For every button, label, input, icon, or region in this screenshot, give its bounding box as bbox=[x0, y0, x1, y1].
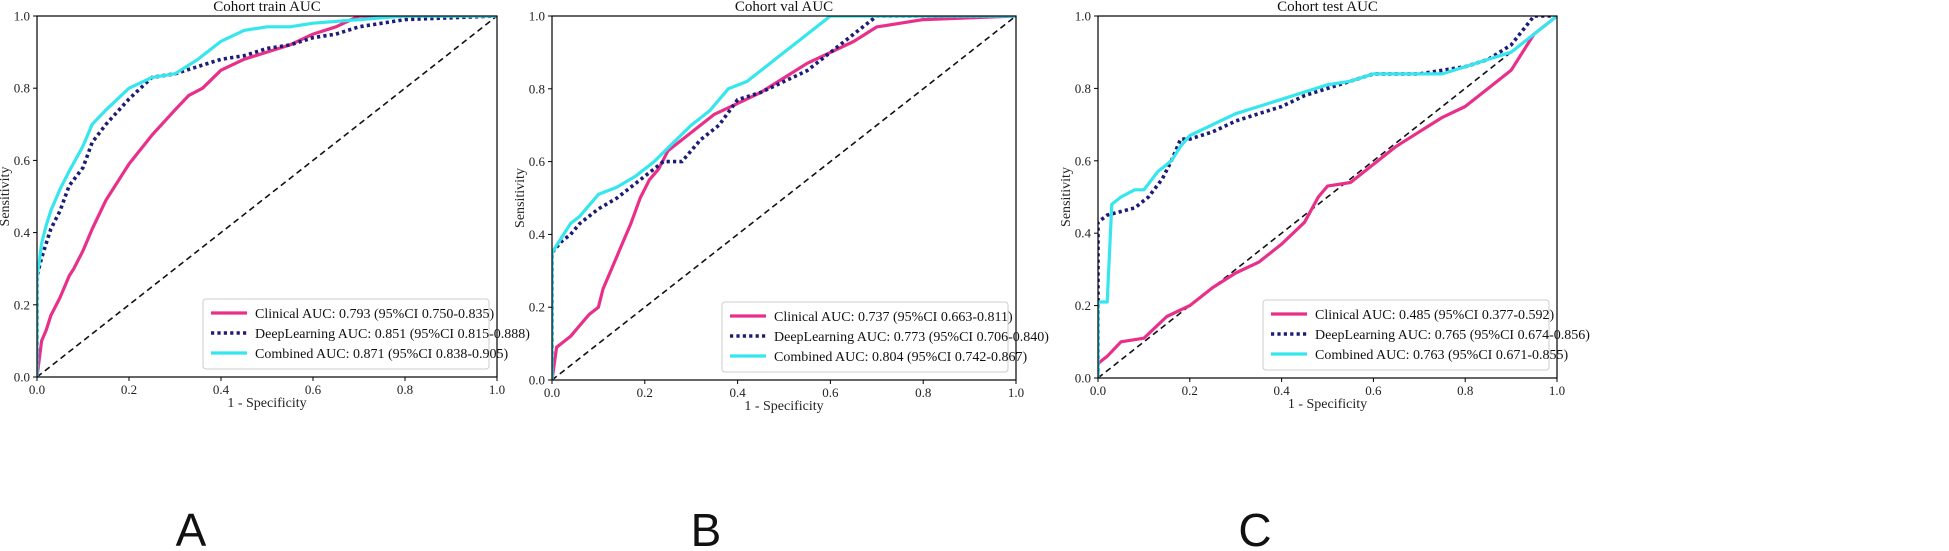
y-tick-label: 0.6 bbox=[14, 153, 31, 168]
y-axis-title: Sensitivity bbox=[513, 168, 528, 228]
panel-letter: A bbox=[176, 504, 207, 551]
y-axis-title: Sensitivity bbox=[1059, 167, 1074, 227]
roc-panel-3: Cohort test AUC 0.0 0.2 0.4 0.6 0.8 1.0 0.0 0.2 0… bbox=[1059, 0, 1590, 412]
plot-area bbox=[37, 16, 497, 377]
y-tick-label: 0.2 bbox=[529, 300, 545, 315]
x-tick-label: 0.6 bbox=[822, 385, 839, 400]
plot-frame bbox=[36, 15, 498, 378]
plot-area bbox=[1098, 16, 1557, 378]
x-tick-label: 0.4 bbox=[1273, 383, 1290, 398]
x-axis-title: 1 - Specificity bbox=[227, 396, 306, 411]
x-tick-label: 0.2 bbox=[637, 385, 653, 400]
x-tick-label: 1.0 bbox=[1008, 385, 1024, 400]
legend-label-deeplearning: DeepLearning AUC: 0.851 (95%CI 0.815-0.8… bbox=[255, 327, 530, 342]
roc-curve-clinical bbox=[1098, 16, 1557, 378]
y-tick-label: 0.2 bbox=[1075, 298, 1091, 313]
y-tick-label: 0.6 bbox=[1075, 153, 1092, 168]
x-tick-label: 0.0 bbox=[29, 382, 45, 397]
legend: Clinical AUC: 0.793 (95%CI 0.750-0.835) D… bbox=[202, 298, 530, 370]
chance-diagonal-line bbox=[552, 16, 1016, 380]
y-tick-label: 0.4 bbox=[529, 227, 546, 242]
y-tick-label: 0.8 bbox=[529, 81, 545, 96]
x-tick-label: 0.0 bbox=[1090, 383, 1106, 398]
y-tick-label: 1.0 bbox=[529, 9, 545, 24]
panel-letter: B bbox=[691, 504, 722, 551]
plot-area bbox=[552, 16, 1016, 380]
y-tick-label: 1.0 bbox=[1075, 9, 1091, 24]
roc-curve-combined bbox=[37, 16, 497, 377]
roc-curve-deeplearning bbox=[1098, 16, 1557, 378]
x-tick-label: 0.6 bbox=[1365, 383, 1382, 398]
x-tick-label: 0.6 bbox=[305, 382, 322, 397]
x-tick-label: 0.8 bbox=[1457, 383, 1473, 398]
y-tick-label: 0.4 bbox=[1075, 226, 1092, 241]
y-axis-title: Sensitivity bbox=[0, 167, 13, 227]
y-tick-label: 0.0 bbox=[14, 370, 30, 385]
legend-label-combined: Combined AUC: 0.871 (95%CI 0.838-0.905) bbox=[255, 347, 508, 362]
legend-box bbox=[1262, 299, 1550, 371]
chance-diagonal-line bbox=[37, 16, 497, 377]
legend: Clinical AUC: 0.737 (95%CI 0.663-0.811) D… bbox=[721, 301, 1049, 373]
chart-title: Cohort train AUC bbox=[213, 0, 321, 15]
y-tick-label: 0.0 bbox=[1075, 371, 1091, 386]
x-axis-title: 1 - Specificity bbox=[744, 399, 823, 414]
x-axis-title: 1 - Specificity bbox=[1288, 397, 1367, 412]
plot-frame bbox=[1097, 15, 1558, 379]
roc-curve-combined bbox=[552, 16, 1016, 380]
x-tick-label: 0.8 bbox=[915, 385, 931, 400]
chart-title: Cohort val AUC bbox=[735, 0, 833, 15]
legend-label-combined: Combined AUC: 0.804 (95%CI 0.742-0.867) bbox=[774, 350, 1027, 365]
x-tick-label: 0.4 bbox=[213, 382, 230, 397]
legend-label-deeplearning: DeepLearning AUC: 0.765 (95%CI 0.674-0.8… bbox=[1315, 328, 1590, 343]
y-tick-label: 1.0 bbox=[14, 9, 30, 24]
legend-label-deeplearning: DeepLearning AUC: 0.773 (95%CI 0.706-0.8… bbox=[774, 330, 1049, 345]
roc-curve-deeplearning bbox=[552, 16, 1016, 380]
x-tick-label: 0.4 bbox=[729, 385, 746, 400]
plot-frame bbox=[551, 15, 1017, 381]
y-tick-label: 0.6 bbox=[529, 154, 546, 169]
legend: Clinical AUC: 0.485 (95%CI 0.377-0.592) D… bbox=[1262, 299, 1590, 371]
legend-box bbox=[202, 298, 490, 370]
x-tick-label: 1.0 bbox=[1549, 383, 1565, 398]
y-tick-label: 0.2 bbox=[14, 297, 30, 312]
panel-letter: C bbox=[1238, 504, 1271, 551]
roc-curve-combined bbox=[1098, 16, 1557, 378]
x-tick-label: 0.2 bbox=[1182, 383, 1198, 398]
chance-diagonal-line bbox=[1098, 16, 1557, 378]
y-tick-label: 0.8 bbox=[14, 81, 30, 96]
roc-panel-1: Cohort train AUC 0.0 0.2 0.4 0.6 0.8 1.0 0.0 0.2… bbox=[0, 0, 530, 411]
chart-title: Cohort test AUC bbox=[1277, 0, 1378, 15]
x-tick-label: 0.8 bbox=[397, 382, 413, 397]
legend-box bbox=[721, 301, 1009, 373]
legend-label-clinical: Clinical AUC: 0.793 (95%CI 0.750-0.835) bbox=[255, 307, 494, 322]
legend-label-combined: Combined AUC: 0.763 (95%CI 0.671-0.855) bbox=[1315, 348, 1568, 363]
x-tick-label: 0.2 bbox=[121, 382, 137, 397]
roc-panel-2: Cohort val AUC 0.0 0.2 0.4 0.6 0.8 1.0 0.0 0.2 0.… bbox=[513, 0, 1049, 414]
x-tick-label: 1.0 bbox=[489, 382, 505, 397]
legend-label-clinical: Clinical AUC: 0.485 (95%CI 0.377-0.592) bbox=[1315, 308, 1554, 323]
y-tick-label: 0.8 bbox=[1075, 81, 1091, 96]
legend-label-clinical: Clinical AUC: 0.737 (95%CI 0.663-0.811) bbox=[774, 310, 1013, 325]
y-tick-label: 0.4 bbox=[14, 225, 31, 240]
y-tick-label: 0.0 bbox=[529, 373, 545, 388]
x-tick-label: 0.0 bbox=[544, 385, 560, 400]
